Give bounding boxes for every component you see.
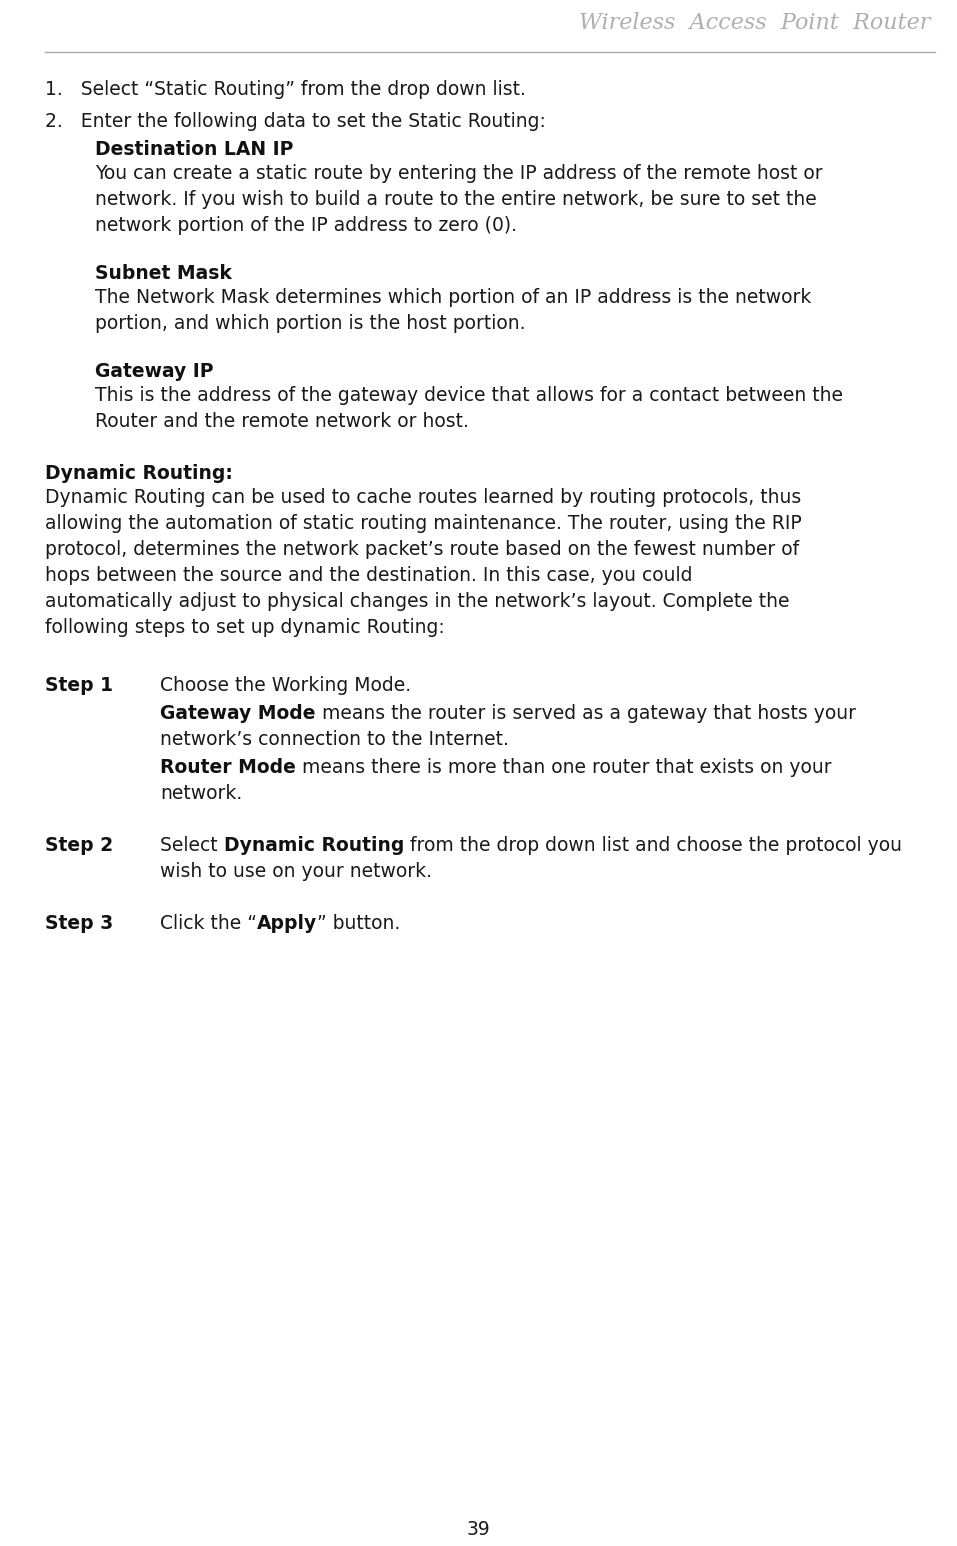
Text: ” button.: ” button. [317,914,400,932]
Text: protocol, determines the network packet’s route based on the fewest number of: protocol, determines the network packet’… [45,540,799,560]
Text: automatically adjust to physical changes in the network’s layout. Complete the: automatically adjust to physical changes… [45,592,790,611]
Text: Wireless  Access  Point  Router: Wireless Access Point Router [579,12,930,34]
Text: Step 3: Step 3 [45,914,113,932]
Text: Router Mode: Router Mode [160,758,296,778]
Text: Gateway Mode: Gateway Mode [160,703,316,724]
Text: Dynamic Routing: Dynamic Routing [224,836,404,855]
Text: Dynamic Routing:: Dynamic Routing: [45,464,233,482]
Text: network’s connection to the Internet.: network’s connection to the Internet. [160,730,509,748]
Text: means the router is served as a gateway that hosts your: means the router is served as a gateway … [316,703,856,724]
Text: Apply: Apply [256,914,317,932]
Text: Click the “: Click the “ [160,914,256,932]
Text: wish to use on your network.: wish to use on your network. [160,863,432,881]
Text: Select: Select [160,836,224,855]
Text: from the drop down list and choose the protocol you: from the drop down list and choose the p… [404,836,902,855]
Text: portion, and which portion is the host portion.: portion, and which portion is the host p… [95,314,525,332]
Text: allowing the automation of static routing maintenance. The router, using the RIP: allowing the automation of static routin… [45,513,802,533]
Text: Choose the Working Mode.: Choose the Working Mode. [160,676,412,696]
Text: 39: 39 [467,1520,490,1538]
Text: network portion of the IP address to zero (0).: network portion of the IP address to zer… [95,216,517,235]
Text: You can create a static route by entering the IP address of the remote host or: You can create a static route by enterin… [95,164,823,182]
Text: 1.   Select “Static Routing” from the drop down list.: 1. Select “Static Routing” from the drop… [45,80,526,99]
Text: Router and the remote network or host.: Router and the remote network or host. [95,411,469,431]
Text: network. If you wish to build a route to the entire network, be sure to set the: network. If you wish to build a route to… [95,190,816,209]
Text: This is the address of the gateway device that allows for a contact between the: This is the address of the gateway devic… [95,386,843,405]
Text: Gateway IP: Gateway IP [95,362,213,380]
Text: Destination LAN IP: Destination LAN IP [95,141,294,159]
Text: 2.   Enter the following data to set the Static Routing:: 2. Enter the following data to set the S… [45,111,545,131]
Text: network.: network. [160,784,242,802]
Text: The Network Mask determines which portion of an IP address is the network: The Network Mask determines which portio… [95,288,812,308]
Text: Step 2: Step 2 [45,836,113,855]
Text: Subnet Mask: Subnet Mask [95,264,232,283]
Text: Dynamic Routing can be used to cache routes learned by routing protocols, thus: Dynamic Routing can be used to cache rou… [45,489,801,507]
Text: following steps to set up dynamic Routing:: following steps to set up dynamic Routin… [45,618,445,637]
Text: hops between the source and the destination. In this case, you could: hops between the source and the destinat… [45,566,693,584]
Text: means there is more than one router that exists on your: means there is more than one router that… [296,758,832,778]
Text: Step 1: Step 1 [45,676,113,696]
